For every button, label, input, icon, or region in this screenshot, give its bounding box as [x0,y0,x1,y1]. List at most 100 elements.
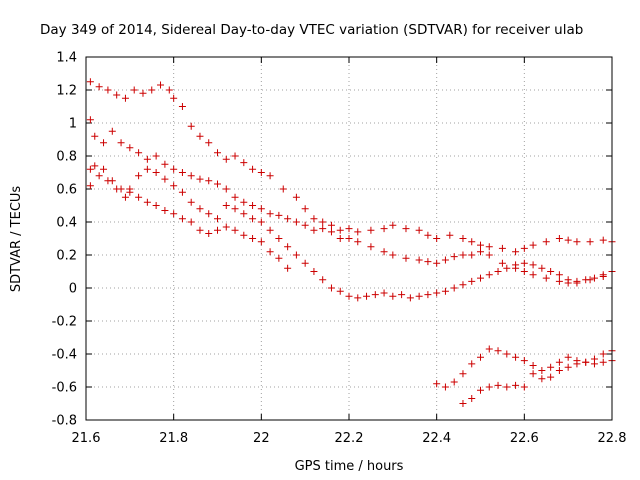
data-point [512,261,520,269]
data-point [86,78,94,86]
data-point [86,182,94,190]
data-point [590,274,598,282]
data-point [468,360,476,368]
data-point [573,238,581,246]
data-point [135,149,143,157]
data-point [222,185,230,193]
data-point [477,274,484,282]
data-point [529,241,537,249]
data-point [433,289,441,297]
data-point [424,258,432,266]
data-point [135,172,143,180]
data-point [564,353,572,361]
data-point [542,238,550,246]
data-point [284,243,292,251]
data-point [398,291,406,299]
data-point [503,264,511,272]
data-point [292,218,300,226]
data-point [126,144,134,152]
data-point [564,276,572,284]
data-point [126,188,134,196]
data-point [599,358,607,366]
data-point [100,139,108,147]
data-point [121,94,129,102]
series-track-4 [86,162,292,272]
data-point [433,380,441,388]
data-point [178,215,186,223]
data-point [275,235,283,242]
data-point [520,383,528,391]
data-point [310,226,318,234]
data-point [477,248,484,256]
data-point [205,177,213,185]
data-point [117,185,125,193]
y-tick-label: -0.2 [52,315,77,330]
y-tick-label: 1.4 [56,51,77,66]
data-point [415,226,423,234]
x-tick-label: 22.8 [598,431,627,446]
data-point [345,225,353,233]
y-tick-label: -0.4 [52,348,77,363]
data-point [450,284,458,292]
data-point [582,276,590,284]
series-track-2 [86,116,616,287]
data-point [91,162,99,170]
data-point [117,139,125,147]
data-point [187,218,195,226]
data-point [222,202,230,209]
data-point [266,226,274,234]
data-point [485,383,493,391]
data-point [187,198,195,206]
data-point [468,277,476,285]
data-point [86,116,94,124]
data-point [336,226,344,234]
data-point [468,251,476,259]
x-tick-label: 22.6 [510,431,539,446]
data-point [498,244,506,252]
data-point [450,378,458,386]
data-point [161,175,169,183]
grid-lines [86,57,612,420]
data-point [564,363,572,371]
data-point [148,86,156,94]
data-point [95,172,103,180]
data-point [152,169,160,176]
data-point [520,259,528,267]
data-point [170,165,178,173]
data-point [249,235,257,242]
data-point [367,243,375,251]
data-point [214,215,221,223]
data-point [214,149,221,157]
data-point [354,294,362,302]
data-point [143,198,151,206]
data-point [555,277,563,285]
data-point [231,193,239,201]
data-point [319,225,327,233]
data-point [187,122,195,130]
series-track-6 [459,357,616,407]
data-point [249,215,257,223]
data-point [161,206,169,214]
data-point [319,276,327,284]
data-point [336,287,344,295]
y-tick-label: 0.2 [56,249,77,264]
data-point [402,254,410,262]
data-point [406,294,414,302]
data-point [327,228,335,236]
data-point [477,386,484,394]
x-tick-label: 22.2 [335,431,364,446]
data-point [512,248,520,256]
data-point [573,360,581,368]
data-point [402,225,410,233]
data-point [113,91,121,99]
data-point [310,215,318,223]
y-tick-label: 1.2 [56,84,77,99]
data-point [529,362,537,370]
data-point [178,103,186,110]
data-point [538,367,546,374]
data-point [108,177,116,185]
data-point [222,155,230,163]
data-point [494,347,502,355]
data-point [441,287,449,295]
